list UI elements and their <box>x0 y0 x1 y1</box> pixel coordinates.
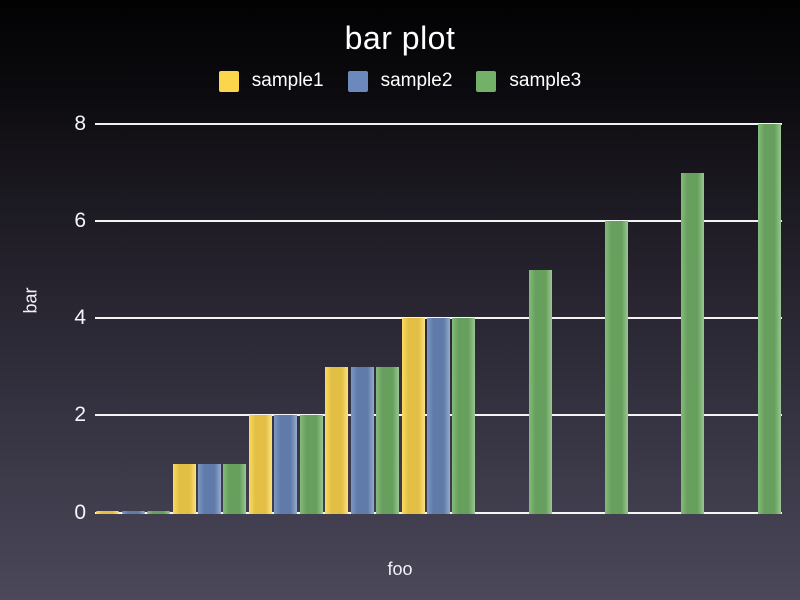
legend-label: sample3 <box>509 70 582 91</box>
bar-sample3-x7 <box>681 172 705 514</box>
legend-item-sample1: sample1 <box>218 70 324 92</box>
bar-sample2-x2 <box>274 415 298 514</box>
bar-sample3-x6 <box>605 221 629 514</box>
legend-label: sample1 <box>251 70 324 91</box>
bar-sample3-x2 <box>299 415 323 514</box>
bar-sample1-x4 <box>401 318 425 514</box>
bar-sample2-x4 <box>427 318 450 514</box>
bar-sample2-x3 <box>350 366 374 514</box>
legend-label: sample2 <box>380 70 453 91</box>
bar-sample3-x0 <box>147 510 171 514</box>
bar-sample3-x3 <box>376 366 400 514</box>
y-tick-label-0: 0 <box>74 500 86 524</box>
legend-swatch-icon <box>347 70 368 92</box>
y-tick-label-4: 4 <box>74 306 86 330</box>
bar-sample1-x0 <box>96 510 120 514</box>
legend-item-sample2: sample2 <box>347 70 453 92</box>
bar-sample3-x8 <box>757 124 781 514</box>
legend: sample1 sample2 sample3 <box>0 68 800 94</box>
bar-sample3-x5 <box>528 269 552 514</box>
bar-sample2-x1 <box>198 463 221 514</box>
legend-swatch-icon <box>476 70 497 92</box>
bar-sample3-x1 <box>223 463 247 514</box>
chart-title: bar plot <box>344 20 456 56</box>
bar-sample1-x3 <box>325 366 349 514</box>
legend-swatch-icon <box>218 70 239 92</box>
bar-sample3-x4 <box>452 318 476 514</box>
y-tick-label-8: 8 <box>74 112 86 135</box>
bar-sample1-x2 <box>248 415 272 514</box>
y-tick-label-6: 6 <box>74 209 86 233</box>
gridline-y-6 <box>95 220 782 223</box>
x-axis-label: foo <box>387 559 413 579</box>
bar-sample2-x0 <box>121 510 145 514</box>
legend-item-sample3: sample3 <box>476 70 581 92</box>
gridline-y-8 <box>95 123 782 125</box>
y-axis-label: bar <box>20 287 41 314</box>
y-tick-label-2: 2 <box>74 403 86 427</box>
bar-sample1-x1 <box>172 463 196 514</box>
